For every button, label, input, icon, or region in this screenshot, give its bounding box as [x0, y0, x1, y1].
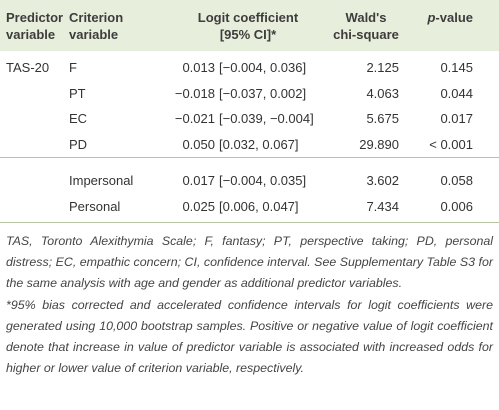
header-row: Predictor variable Criterion variable Lo…: [0, 0, 499, 51]
footnote: TAS, Toronto Alexithymia Scale; F, fanta…: [6, 234, 493, 291]
ci-cell: [0.006, 0.047]: [215, 193, 331, 223]
header-cell: Predictor variable: [0, 0, 69, 51]
separator: [0, 157, 499, 164]
table-header: Predictor variable Criterion variable Lo…: [0, 0, 499, 51]
p-cell: 0.044: [440, 85, 473, 101]
predictor-cell: [0, 106, 69, 132]
header-text: Criterion variable: [69, 10, 124, 42]
ci-cell: [−0.039, −0.004]: [219, 111, 314, 127]
criterion-cell: F: [69, 60, 77, 76]
p-cell: 0.058: [440, 173, 473, 189]
header-text: Logit coefficient [95% CI]*: [197, 10, 299, 42]
wald-cell: 29.890: [359, 136, 399, 152]
p-cell: 0.006: [399, 193, 473, 223]
coefficient-cell: 0.017: [182, 173, 215, 189]
predictor-cell: [0, 81, 69, 107]
results-table: Predictor variable Criterion variable Lo…: [0, 0, 499, 223]
p-cell: 0.017: [440, 111, 473, 127]
criterion-cell: EC: [69, 111, 88, 127]
coefficient-cell: 0.050: [182, 136, 215, 152]
ci-cell: [−0.004, 0.036]: [219, 60, 307, 76]
p-cell: 0.145: [440, 60, 473, 76]
table-row: PD 0.050 [0.032, 0.067] 29.890 < 0.001: [0, 132, 499, 158]
coefficient-cell: 0.013: [182, 60, 215, 76]
predictor-cell: [0, 193, 69, 223]
header-text: Wald's chi-square: [333, 10, 399, 42]
wald-cell: 5.675: [366, 111, 399, 127]
table-body: TAS-20 F 0.013 [−0.004, 0.036] 2.125 0.145 PT −…: [0, 51, 499, 223]
criterion-cell: PT: [69, 85, 86, 101]
coefficient-cell: −0.021: [174, 111, 215, 127]
predictor-cell: [0, 132, 69, 158]
wald-cell: 7.434: [331, 193, 399, 223]
table-row: PT −0.018 [−0.037, 0.002] 4.063 0.044: [0, 81, 499, 107]
header-text: Predictor variable: [6, 10, 64, 42]
coefficient-cell: 0.025: [165, 193, 215, 223]
table-row: Personal 0.025 [0.006, 0.047] 7.434 0.006: [0, 193, 499, 223]
separator-cell: [0, 157, 499, 164]
footnote: *95% bias corrected and accelerated conf…: [6, 297, 493, 376]
ci-cell: [0.032, 0.067]: [219, 136, 299, 152]
wald-cell: 3.602: [366, 173, 399, 189]
header-cell: Logit coefficient [95% CI]*: [165, 0, 331, 51]
ci-cell: [−0.037, 0.002]: [219, 85, 307, 101]
pad-cell: [473, 193, 499, 223]
ci-cell: [−0.004, 0.035]: [219, 173, 307, 189]
header-text: p-value: [427, 10, 473, 25]
predictor-cell: [0, 164, 69, 194]
wald-cell: 4.063: [366, 85, 399, 101]
header-cell: p-value: [399, 0, 473, 51]
pad-cell: [473, 81, 499, 107]
pad-cell: [473, 51, 499, 81]
pad-cell: [473, 132, 499, 158]
table-row: TAS-20 F 0.013 [−0.004, 0.036] 2.125 0.145: [0, 51, 499, 81]
header-cell: Criterion variable: [69, 0, 165, 51]
coefficient-cell: −0.018: [174, 85, 215, 101]
table-row: EC −0.021 [−0.039, −0.004] 5.675 0.017: [0, 106, 499, 132]
header-cell: Wald's chi-square: [331, 0, 399, 51]
pad-cell: [473, 164, 499, 194]
header-cell: [473, 0, 499, 51]
criterion-cell: Impersonal: [69, 173, 134, 189]
predictor-cell: TAS-20: [6, 60, 50, 76]
footnotes: TAS, Toronto Alexithymia Scale; F, fanta…: [0, 223, 499, 379]
criterion-cell: PD: [69, 136, 88, 152]
criterion-cell: Personal: [69, 193, 165, 223]
p-cell: < 0.001: [429, 136, 473, 152]
wald-cell: 2.125: [366, 60, 399, 76]
pad-cell: [473, 106, 499, 132]
table-row: Impersonal 0.017 [−0.004, 0.035] 3.602 0.058: [0, 164, 499, 194]
